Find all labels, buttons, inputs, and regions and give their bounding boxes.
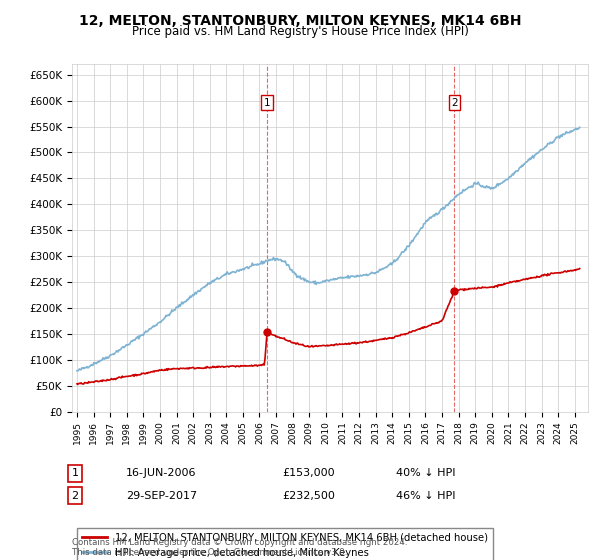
Text: £153,000: £153,000 [282,468,335,478]
Legend: 12, MELTON, STANTONBURY, MILTON KEYNES, MK14 6BH (detached house), HPI: Average : 12, MELTON, STANTONBURY, MILTON KEYNES, … [77,528,493,560]
Text: 12, MELTON, STANTONBURY, MILTON KEYNES, MK14 6BH: 12, MELTON, STANTONBURY, MILTON KEYNES, … [79,14,521,28]
Text: Contains HM Land Registry data © Crown copyright and database right 2024.
This d: Contains HM Land Registry data © Crown c… [72,538,407,557]
Text: 46% ↓ HPI: 46% ↓ HPI [396,491,455,501]
Text: 2: 2 [451,97,458,108]
Text: 16-JUN-2006: 16-JUN-2006 [126,468,197,478]
Text: Price paid vs. HM Land Registry's House Price Index (HPI): Price paid vs. HM Land Registry's House … [131,25,469,38]
Text: 1: 1 [264,97,271,108]
Text: 2: 2 [71,491,79,501]
Text: 29-SEP-2017: 29-SEP-2017 [126,491,197,501]
Text: £232,500: £232,500 [282,491,335,501]
Text: 40% ↓ HPI: 40% ↓ HPI [396,468,455,478]
Text: 1: 1 [71,468,79,478]
